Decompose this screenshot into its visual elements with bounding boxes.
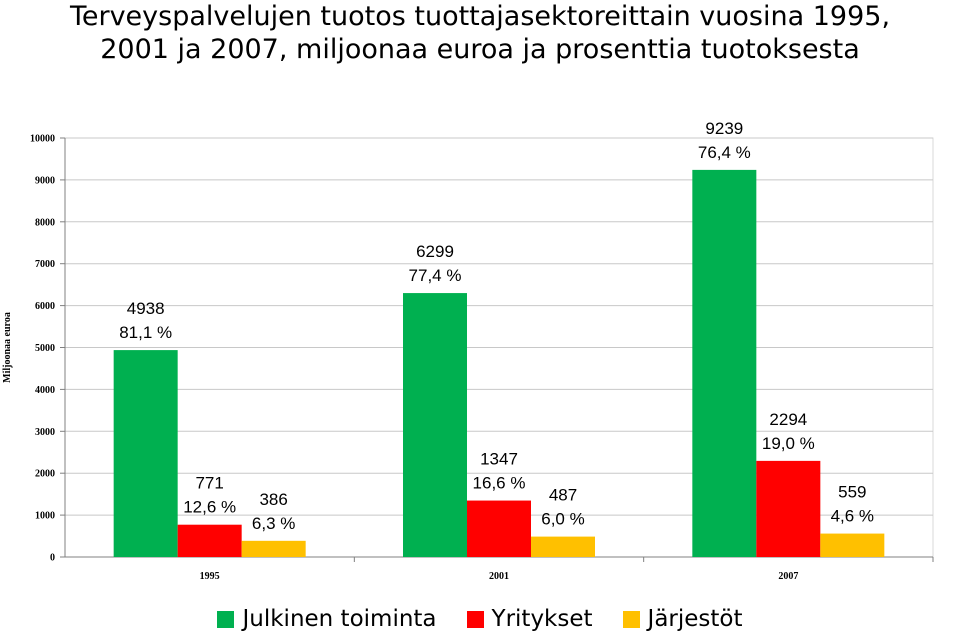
bar-chart: 0 1000 2000 3000 4000 5000 6000 7000 8000 9000 100… bbox=[2, 119, 934, 582]
legend-swatch-yritykset bbox=[466, 610, 484, 628]
y-tick-label: 4000 bbox=[35, 385, 55, 396]
data-label-percent: 16,6 % bbox=[473, 474, 526, 493]
y-tick-label: 10000 bbox=[30, 134, 55, 145]
data-label-value: 9239 bbox=[705, 119, 743, 138]
data-label-percent: 6,3 % bbox=[252, 514, 295, 533]
bar bbox=[531, 536, 595, 557]
y-tick-label: 0 bbox=[50, 553, 55, 564]
legend-label-yritykset: Yritykset bbox=[491, 606, 593, 632]
y-tick-label: 7000 bbox=[35, 259, 55, 270]
legend-item-julkinen-toiminta: Julkinen toiminta bbox=[217, 606, 437, 632]
data-label-percent: 76,4 % bbox=[698, 143, 751, 162]
data-label-value: 559 bbox=[838, 483, 866, 502]
y-tick-label: 8000 bbox=[35, 217, 55, 228]
data-label-percent: 19,0 % bbox=[762, 434, 815, 453]
legend-swatch-jarjestot bbox=[622, 610, 640, 628]
y-tick-label: 5000 bbox=[35, 343, 55, 354]
data-label-percent: 77,4 % bbox=[409, 266, 462, 285]
data-label-value: 386 bbox=[259, 490, 287, 509]
legend-item-jarjestot: Järjestöt bbox=[622, 606, 743, 632]
legend-label-jarjestot: Järjestöt bbox=[647, 606, 743, 632]
legend-label-julkinen-toiminta: Julkinen toiminta bbox=[242, 606, 437, 632]
chart-title-line-2: 2001 ja 2007, miljoonaa euroa ja prosent… bbox=[100, 34, 860, 65]
y-tick-label: 3000 bbox=[35, 427, 55, 438]
legend-item-yritykset: Yritykset bbox=[466, 606, 593, 632]
chart-title: Terveyspalvelujen tuotos tuottajasektore… bbox=[0, 0, 960, 66]
bar bbox=[113, 350, 178, 557]
bar bbox=[692, 169, 757, 557]
bar bbox=[177, 524, 242, 557]
x-tick-label: 2007 bbox=[778, 571, 798, 582]
x-tick-label: 2001 bbox=[489, 571, 509, 582]
bar bbox=[241, 540, 306, 557]
data-label-percent: 12,6 % bbox=[183, 498, 236, 517]
y-tick-label: 9000 bbox=[35, 175, 55, 186]
bar bbox=[756, 460, 821, 557]
bar bbox=[403, 293, 467, 557]
data-label-value: 1347 bbox=[480, 450, 518, 469]
y-tick-label: 1000 bbox=[35, 511, 55, 522]
chart-title-line-1: Terveyspalvelujen tuotos tuottajasektore… bbox=[69, 1, 891, 32]
chart-legend: Julkinen toiminta Yritykset Järjestöt bbox=[0, 606, 960, 632]
data-label-percent: 4,6 % bbox=[831, 507, 874, 526]
data-label-percent: 6,0 % bbox=[541, 510, 584, 529]
data-label-value: 771 bbox=[195, 474, 223, 493]
legend-swatch-julkinen-toiminta bbox=[217, 610, 235, 628]
data-label-percent: 81,1 % bbox=[119, 323, 172, 342]
y-axis-label: Miljoonaa euroa bbox=[2, 312, 13, 383]
data-label-value: 2294 bbox=[769, 410, 807, 429]
bar bbox=[467, 500, 531, 557]
bar bbox=[820, 533, 885, 557]
data-label-value: 487 bbox=[549, 486, 577, 505]
y-tick-label: 2000 bbox=[35, 469, 55, 480]
data-label-value: 4938 bbox=[127, 299, 165, 318]
x-tick-label: 1995 bbox=[200, 571, 220, 582]
y-tick-label: 6000 bbox=[35, 301, 55, 312]
data-label-value: 6299 bbox=[416, 242, 454, 261]
